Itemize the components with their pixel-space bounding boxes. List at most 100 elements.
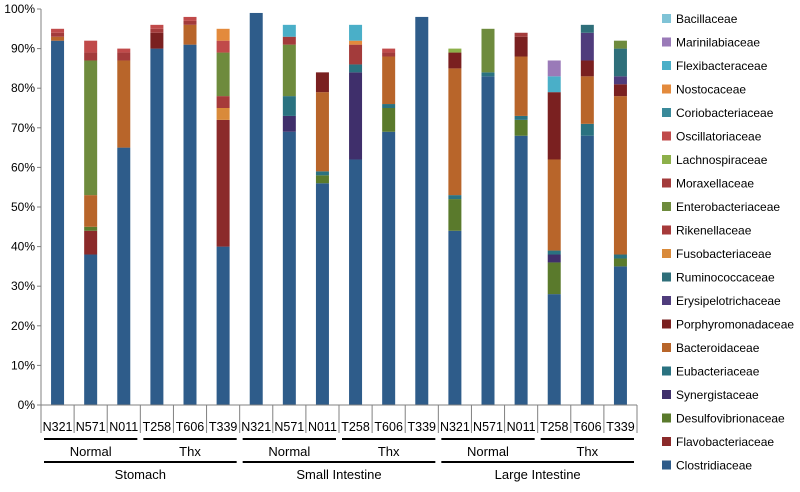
x-category-label: T258 <box>341 420 370 434</box>
bar-segment <box>613 266 627 405</box>
bar-segment <box>580 123 594 136</box>
legend-swatch <box>662 225 671 235</box>
bar-segment <box>514 115 528 120</box>
bar-segment <box>613 48 627 77</box>
legend-swatch <box>662 178 671 188</box>
y-tick-label: 80% <box>11 81 35 95</box>
y-tick-label: 30% <box>11 279 35 293</box>
legend-label: Fusobacteriaceae <box>676 247 772 261</box>
bar-segment <box>349 40 363 45</box>
bar-segment <box>382 52 396 57</box>
bar-segment <box>282 115 296 132</box>
legend-label: Nostocaceae <box>676 83 746 97</box>
bar-segment <box>613 96 627 255</box>
bar-segment <box>448 68 462 196</box>
bar-segment <box>117 52 131 61</box>
bar-segment <box>183 44 197 405</box>
bar-segment <box>84 195 98 227</box>
x-category-label: N321 <box>241 420 271 434</box>
legend-label: Synergistaceae <box>676 388 759 402</box>
legend-swatch <box>662 131 671 141</box>
legend-swatch <box>662 366 671 376</box>
legend-swatch <box>662 155 671 164</box>
bar-segment <box>117 48 131 53</box>
legend-swatch <box>662 84 671 94</box>
bar-segment <box>349 72 363 160</box>
bar-segment <box>613 40 627 49</box>
bar-segment <box>349 44 363 65</box>
legend-swatch <box>662 202 671 211</box>
bar-segment <box>547 250 561 255</box>
legend-label: Clostridiaceae <box>676 459 752 473</box>
y-tick-label: 20% <box>11 319 35 333</box>
legend-label: Bacteroidaceae <box>676 341 760 355</box>
bar-segment <box>448 199 462 231</box>
x-category-label: T606 <box>374 420 403 434</box>
bar-segment <box>547 294 561 405</box>
x-category-label: T606 <box>573 420 602 434</box>
subgroup-label: Thx <box>378 444 400 459</box>
bar-segment <box>547 262 561 295</box>
bar-segment <box>315 72 329 93</box>
y-tick-label: 0% <box>18 398 36 412</box>
x-category-label: N011 <box>507 420 536 434</box>
bar-segment <box>315 175 329 184</box>
bar-segment <box>315 92 329 172</box>
x-category-label: T258 <box>143 420 172 434</box>
legend-label: Desulfovibrionaceae <box>676 412 785 426</box>
x-category-label: T339 <box>408 420 437 434</box>
legend-label: Marinilabiaceae <box>676 36 760 50</box>
legend-swatch <box>662 319 671 329</box>
bar-segment <box>84 226 98 231</box>
legend-swatch <box>662 437 671 446</box>
bar-segment <box>216 28 230 41</box>
legend-label: Ruminococcaceae <box>676 271 775 285</box>
bar-segment <box>415 16 429 405</box>
bar-segment <box>183 20 197 25</box>
bar-segment <box>448 195 462 200</box>
bar-segment <box>613 84 627 97</box>
bar-segment <box>216 40 230 53</box>
subgroup-label: Thx <box>576 444 598 459</box>
legend-label: Flexibacteraceae <box>676 59 768 73</box>
bar-segment <box>84 60 98 196</box>
legend-swatch <box>662 249 671 258</box>
legend-label: Flavobacteriaceae <box>676 435 774 449</box>
x-category-label: N011 <box>308 420 337 434</box>
bar-segment <box>547 60 561 77</box>
bar-segment <box>117 147 131 405</box>
bar-segment <box>382 48 396 53</box>
bar-segment <box>580 135 594 405</box>
legend-swatch <box>662 390 671 399</box>
bar-segment <box>547 159 561 251</box>
bar-segment <box>183 16 197 21</box>
bar-segment <box>150 48 164 405</box>
bar-segment <box>282 24 296 37</box>
subgroup-label: Normal <box>268 444 310 459</box>
bar-segment <box>282 36 296 45</box>
bar-segment <box>448 48 462 53</box>
y-tick-label: 60% <box>11 160 35 174</box>
bar-segment <box>349 24 363 41</box>
legend-label: Lachnospiraceae <box>676 153 768 167</box>
bar-segment <box>150 24 164 29</box>
bar-segment <box>448 230 462 405</box>
bar-segment <box>382 131 396 405</box>
x-category-label: N321 <box>440 420 470 434</box>
subgroup-label: Normal <box>70 444 112 459</box>
bar-segment <box>613 254 627 259</box>
legend-label: Oscillatoriaceae <box>676 130 762 144</box>
x-category-label: N571 <box>76 420 106 434</box>
bar-segment <box>51 36 65 41</box>
bar-segment <box>282 96 296 116</box>
bar-segment <box>216 119 230 247</box>
bar-segment <box>613 258 627 267</box>
bar-segment <box>547 76 561 93</box>
group-label: Small Intestine <box>296 467 381 482</box>
bar-segment <box>514 56 528 116</box>
x-category-label: T606 <box>176 420 205 434</box>
bars <box>51 12 627 406</box>
bar-segment <box>514 36 528 57</box>
